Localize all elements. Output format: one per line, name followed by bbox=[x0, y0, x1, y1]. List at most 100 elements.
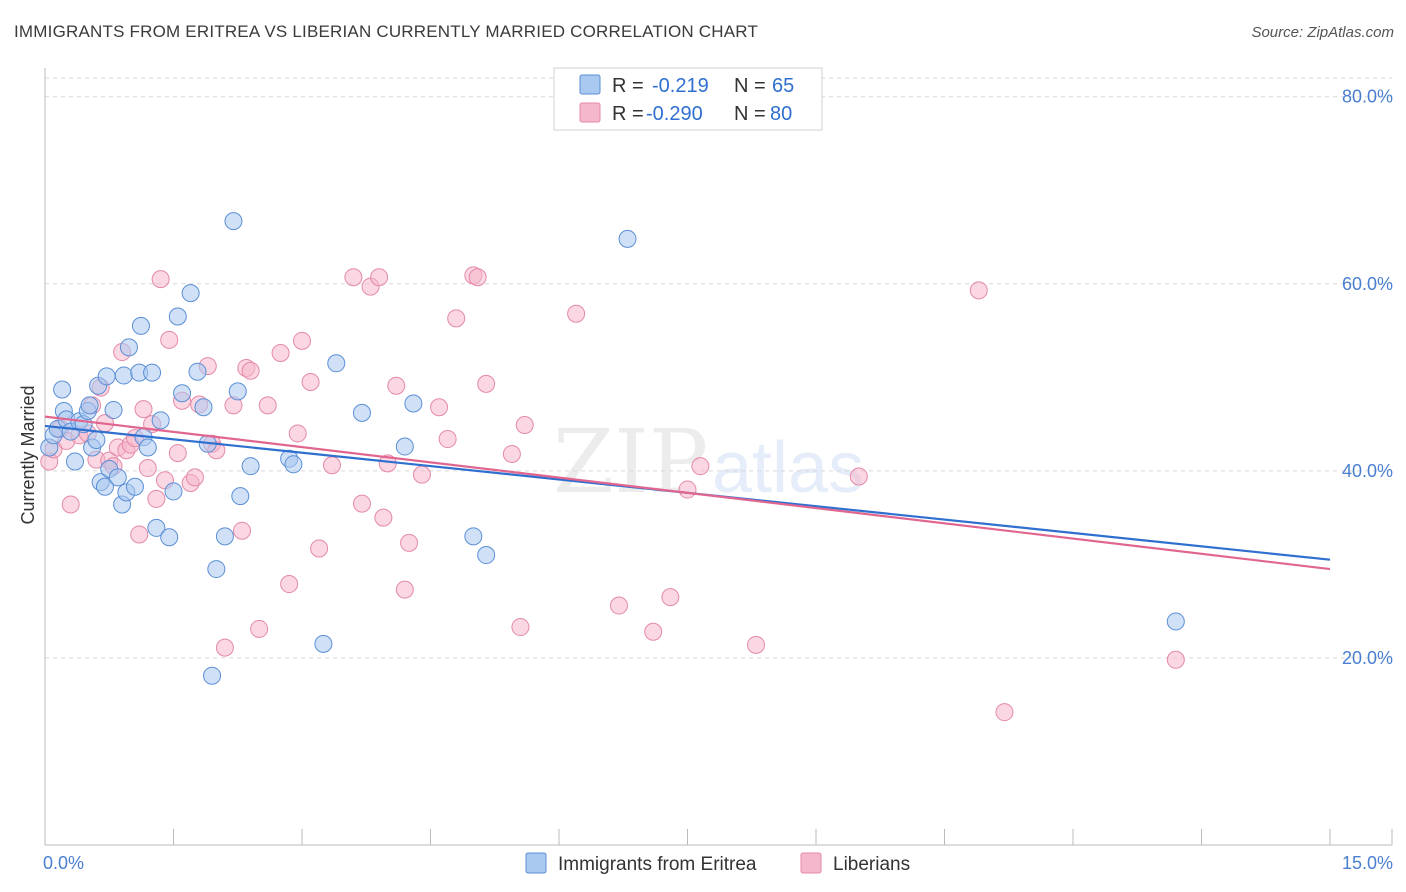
liberians-point bbox=[438, 430, 457, 449]
liberians-point bbox=[1166, 650, 1185, 669]
liberians-point bbox=[567, 304, 586, 323]
liberians-point bbox=[168, 444, 187, 463]
eritrea-point bbox=[119, 338, 138, 357]
eritrea-point bbox=[125, 477, 144, 496]
liberians-point bbox=[160, 330, 179, 349]
series-legend: Immigrants from Eritrea Liberians bbox=[525, 852, 910, 875]
eritrea-point bbox=[160, 528, 179, 547]
liberians-point bbox=[515, 416, 534, 435]
liberians-point bbox=[661, 588, 680, 607]
y-tick-label: 80.0% bbox=[1342, 87, 1393, 107]
eritrea-point bbox=[215, 527, 234, 546]
legend-r-label-1: R = bbox=[612, 75, 644, 97]
eritrea-point bbox=[464, 527, 483, 546]
watermark-atlas: atlas bbox=[712, 428, 864, 508]
liberians-point bbox=[322, 456, 341, 475]
watermark: ZIP atlas bbox=[553, 410, 864, 513]
liberians-point bbox=[241, 361, 260, 380]
eritrea-point bbox=[95, 477, 114, 496]
eritrea-point bbox=[114, 366, 133, 385]
eritrea-point bbox=[284, 455, 303, 474]
correlation-legend: R = -0.219 N = 65 R = -0.290 N = 80 bbox=[553, 67, 823, 131]
liberians-point bbox=[387, 376, 406, 395]
liberians-point bbox=[352, 494, 371, 513]
liberians-point bbox=[400, 533, 419, 552]
eritrea-point bbox=[404, 394, 423, 413]
liberians-point bbox=[995, 703, 1014, 722]
eritrea-point bbox=[207, 560, 226, 579]
liberians-point bbox=[215, 638, 234, 657]
liberians-point bbox=[374, 508, 393, 527]
x-tick-label: 0.0% bbox=[43, 853, 84, 873]
liberians-point bbox=[468, 268, 487, 287]
liberians-point bbox=[969, 281, 988, 300]
eritrea-point bbox=[327, 354, 346, 373]
liberians-point bbox=[233, 521, 252, 540]
eritrea-point bbox=[241, 457, 260, 476]
liberians-point bbox=[61, 495, 80, 514]
series-legend-label-liberians: Liberians bbox=[833, 854, 910, 875]
liberians-point bbox=[288, 424, 307, 443]
y-axis-title: Currently Married bbox=[18, 385, 38, 524]
trend-lines bbox=[44, 415, 1331, 571]
eritrea-point bbox=[194, 398, 213, 417]
series-legend-swatch-eritrea bbox=[525, 852, 547, 874]
liberians-point bbox=[691, 457, 710, 476]
y-tick-label: 20.0% bbox=[1342, 648, 1393, 668]
liberians-point bbox=[370, 268, 389, 287]
eritrea-point bbox=[168, 307, 187, 326]
legend-r-label-2: R = bbox=[612, 103, 644, 125]
eritrea-point bbox=[104, 401, 123, 420]
source-label: Source: ZipAtlas.com bbox=[1251, 24, 1394, 41]
liberians-point bbox=[849, 467, 868, 486]
series-legend-label-eritrea: Immigrants from Eritrea bbox=[558, 854, 757, 875]
legend-n-value-2: 80 bbox=[770, 103, 792, 125]
legend-swatch-blue bbox=[579, 74, 601, 95]
liberians-point bbox=[151, 270, 170, 289]
eritrea-point bbox=[87, 430, 106, 449]
liberians-point bbox=[185, 468, 204, 487]
eritrea-point bbox=[53, 380, 72, 399]
eritrea-points bbox=[40, 212, 1185, 685]
liberians-point bbox=[293, 331, 311, 350]
eritrea-point bbox=[1166, 612, 1185, 631]
eritrea-point bbox=[395, 437, 414, 456]
legend-r-value-1: -0.219 bbox=[652, 75, 709, 97]
legend-r-value-2: -0.290 bbox=[646, 103, 703, 125]
eritrea-point bbox=[147, 518, 166, 537]
legend-n-value-1: 65 bbox=[772, 75, 794, 97]
liberians-points bbox=[40, 266, 1185, 722]
y-tick-label: 40.0% bbox=[1342, 461, 1393, 481]
liberians-point bbox=[747, 635, 766, 654]
eritrea-point bbox=[80, 396, 99, 415]
eritrea-point bbox=[138, 438, 157, 457]
eritrea-point bbox=[228, 382, 247, 401]
legend-n-label-1: N = bbox=[734, 75, 766, 97]
eritrea-point bbox=[231, 487, 250, 506]
liberians-trend-line bbox=[44, 415, 1331, 571]
eritrea-point bbox=[164, 482, 183, 501]
liberians-point bbox=[134, 400, 153, 419]
liberians-point bbox=[609, 596, 628, 615]
liberians-point bbox=[258, 396, 277, 415]
y-tick-label: 60.0% bbox=[1342, 274, 1393, 294]
eritrea-point bbox=[314, 634, 333, 653]
liberians-point bbox=[502, 445, 521, 464]
eritrea-point bbox=[173, 384, 192, 403]
eritrea-point bbox=[352, 403, 371, 422]
liberians-point bbox=[511, 618, 530, 637]
eritrea-point bbox=[143, 363, 162, 382]
eritrea-point bbox=[203, 666, 222, 685]
liberians-point bbox=[447, 309, 466, 328]
liberians-point bbox=[395, 580, 414, 599]
liberians-point bbox=[344, 268, 363, 287]
liberians-point bbox=[138, 459, 157, 478]
liberians-point bbox=[412, 465, 431, 484]
liberians-point bbox=[430, 398, 449, 417]
eritrea-point bbox=[97, 367, 116, 386]
eritrea-point bbox=[108, 468, 127, 487]
series-legend-swatch-liberians bbox=[800, 852, 822, 874]
liberians-point bbox=[250, 619, 269, 638]
legend-n-label-2: N = bbox=[734, 103, 766, 125]
